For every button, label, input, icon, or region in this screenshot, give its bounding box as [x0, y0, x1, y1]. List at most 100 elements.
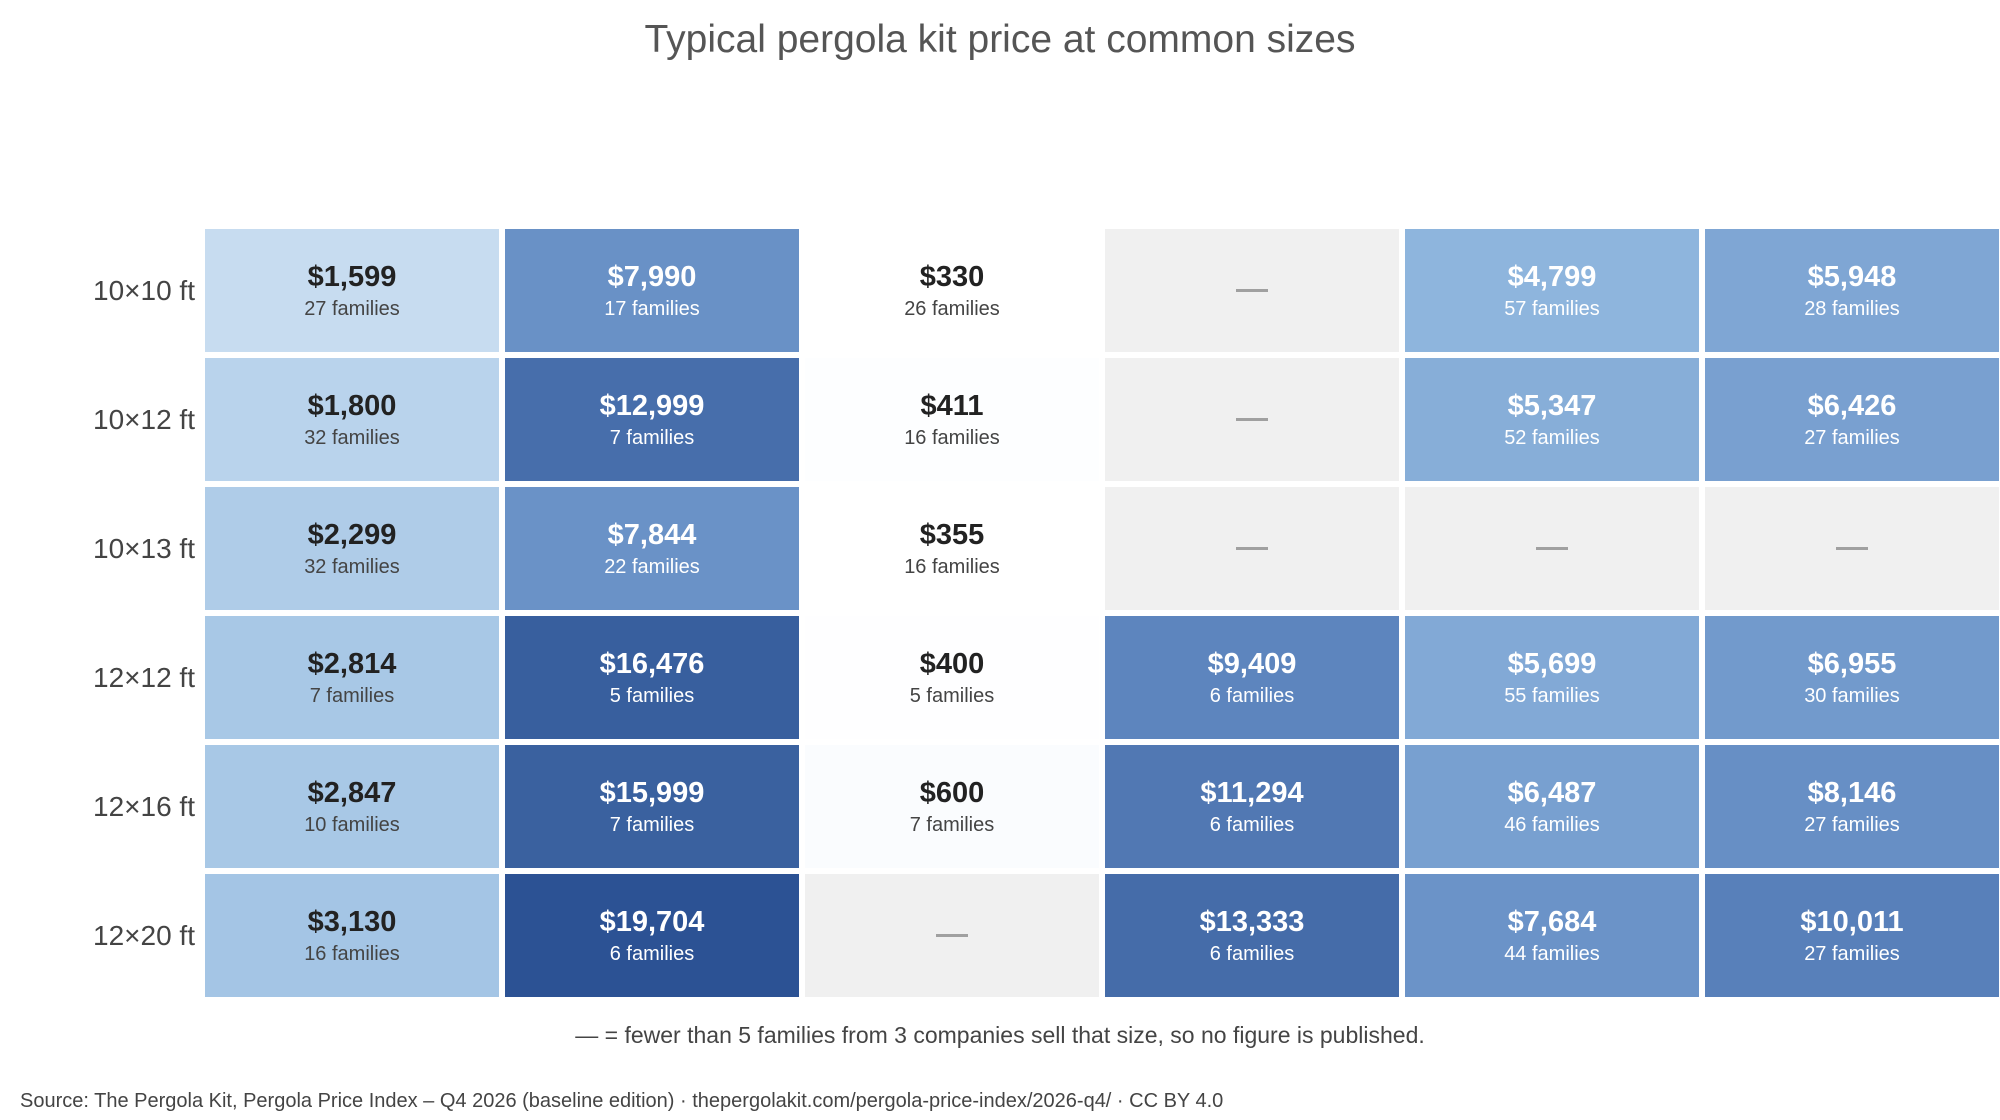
cell-price: $10,011	[1800, 905, 1904, 938]
cell-price: $6,426	[1807, 389, 1897, 422]
cell-family-count: 7 families	[909, 813, 995, 836]
cell-family-count: 32 families	[304, 555, 400, 578]
cell-price: $11,294	[1200, 776, 1304, 809]
row-label: 12×16 ft	[93, 790, 195, 822]
heatmap-cell: $355 16 families	[805, 487, 1099, 610]
missing-value-dash	[936, 934, 968, 937]
source-note: Source: The Pergola Kit, Pergola Price I…	[20, 1090, 1224, 1112]
heatmap-cell: $400 5 families	[805, 616, 1099, 739]
missing-value-dash	[1836, 547, 1868, 550]
heatmap-cell: $7,844 22 families	[505, 487, 799, 610]
heatmap-cell: $13,333 6 families	[1105, 874, 1399, 997]
cell-price: $411	[920, 389, 984, 422]
heatmap-cell: $8,146 27 families	[1705, 745, 1999, 868]
heatmap-cell: $1,800 32 families	[205, 358, 499, 481]
heatmap-cell: $11,294 6 families	[1105, 745, 1399, 868]
cell-price: $7,844	[607, 518, 697, 551]
cell-family-count: 27 families	[1804, 942, 1900, 965]
missing-value-dash	[1536, 547, 1568, 550]
heatmap-cell: $5,699 55 families	[1405, 616, 1699, 739]
heatmap-cell	[805, 874, 1099, 997]
cell-family-count: 6 families	[1209, 942, 1295, 965]
row-label: 12×12 ft	[93, 661, 195, 693]
cell-price: $330	[919, 260, 985, 293]
cell-family-count: 17 families	[604, 297, 700, 320]
heatmap-cell: $3,130 16 families	[205, 874, 499, 997]
cell-family-count: 6 families	[1209, 813, 1295, 836]
heatmap-cell: $6,426 27 families	[1705, 358, 1999, 481]
cell-family-count: 26 families	[904, 297, 1000, 320]
heatmap-cell: $2,299 32 families	[205, 487, 499, 610]
cell-price: $13,333	[1199, 905, 1305, 938]
heatmap-cell: $12,999 7 families	[505, 358, 799, 481]
cell-family-count: 5 families	[609, 684, 695, 707]
chart-title: Typical pergola kit price at common size…	[644, 18, 1356, 61]
heatmap-cell: $16,476 5 families	[505, 616, 799, 739]
cell-family-count: 7 families	[609, 426, 695, 449]
footnote: — = fewer than 5 families from 3 compani…	[575, 1022, 1425, 1048]
cell-family-count: 16 families	[904, 426, 1000, 449]
cell-family-count: 55 families	[1504, 684, 1600, 707]
cell-price: $1,599	[307, 260, 397, 293]
cell-family-count: 27 families	[1804, 813, 1900, 836]
row-label: 10×13 ft	[93, 532, 195, 564]
cell-family-count: 52 families	[1504, 426, 1600, 449]
heatmap-cell: $5,948 28 families	[1705, 229, 1999, 352]
cell-family-count: 7 families	[309, 684, 395, 707]
cell-price: $355	[919, 518, 985, 551]
cell-family-count: 57 families	[1504, 297, 1600, 320]
cell-price: $7,990	[607, 260, 697, 293]
heatmap-cell: $10,011 27 families	[1705, 874, 1999, 997]
cell-price: $6,487	[1507, 776, 1597, 809]
heatmap-cell: $9,409 6 families	[1105, 616, 1399, 739]
cell-price: $12,999	[599, 389, 705, 422]
heatmap-cell: $7,684 44 families	[1405, 874, 1699, 997]
heatmap-cell: $2,814 7 families	[205, 616, 499, 739]
cell-price: $3,130	[307, 905, 397, 938]
row-label: 10×10 ft	[93, 274, 195, 306]
cell-price: $1,800	[307, 389, 397, 422]
cell-price: $6,955	[1807, 647, 1897, 680]
cell-price: $9,409	[1207, 647, 1297, 680]
heatmap-cell: $411 16 families	[805, 358, 1099, 481]
cell-family-count: 30 families	[1804, 684, 1900, 707]
cell-family-count: 10 families	[304, 813, 400, 836]
heatmap-cell: $7,990 17 families	[505, 229, 799, 352]
heatmap-cell: $15,999 7 families	[505, 745, 799, 868]
cell-price: $15,999	[599, 776, 705, 809]
cell-price: $8,146	[1807, 776, 1897, 809]
heatmap-cell: $5,347 52 families	[1405, 358, 1699, 481]
cell-family-count: 28 families	[1804, 297, 1900, 320]
cell-price: $16,476	[599, 647, 705, 680]
row-label: 10×12 ft	[93, 403, 195, 435]
cell-family-count: 46 families	[1504, 813, 1600, 836]
cell-family-count: 6 families	[1209, 684, 1295, 707]
heatmap-cell	[1105, 229, 1399, 352]
cell-family-count: 27 families	[1804, 426, 1900, 449]
cell-family-count: 7 families	[609, 813, 695, 836]
cell-price: $600	[919, 776, 985, 809]
heatmap-cell	[1105, 358, 1399, 481]
cell-family-count: 5 families	[909, 684, 995, 707]
missing-value-dash	[1236, 289, 1268, 292]
cell-price: $400	[919, 647, 985, 680]
cell-family-count: 32 families	[304, 426, 400, 449]
cell-price: $19,704	[599, 905, 705, 938]
heatmap-cell	[1405, 487, 1699, 610]
cell-price: $4,799	[1507, 260, 1597, 293]
cell-family-count: 44 families	[1504, 942, 1600, 965]
heatmap-cell: $330 26 families	[805, 229, 1099, 352]
heatmap-cell: $19,704 6 families	[505, 874, 799, 997]
missing-value-dash	[1236, 418, 1268, 421]
cell-family-count: 6 families	[609, 942, 695, 965]
cell-price: $5,948	[1807, 260, 1897, 293]
cell-price: $5,347	[1507, 389, 1597, 422]
heatmap-cell: $6,487 46 families	[1405, 745, 1699, 868]
heatmap-cell: $4,799 57 families	[1405, 229, 1699, 352]
cell-family-count: 22 families	[604, 555, 700, 578]
heatmap-cell	[1105, 487, 1399, 610]
cell-family-count: 27 families	[304, 297, 400, 320]
heatmap-cell: $6,955 30 families	[1705, 616, 1999, 739]
cell-price: $5,699	[1507, 647, 1597, 680]
heatmap-cell: $2,847 10 families	[205, 745, 499, 868]
